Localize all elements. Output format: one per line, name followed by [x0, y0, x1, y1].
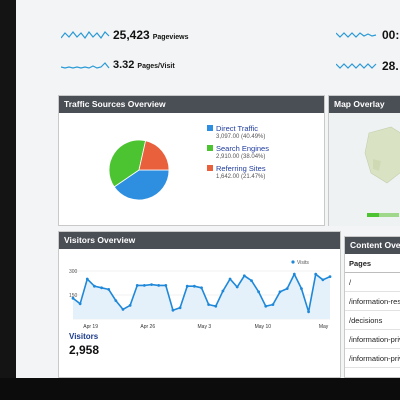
x-tick-label: Apr 19	[83, 324, 98, 330]
referring-sites-swatch	[207, 165, 213, 171]
pages-row[interactable]: /information-priva	[345, 349, 400, 368]
visits-point	[142, 284, 146, 287]
visits-line-chart: 300 150 Apr 19 Apr 26 May 3 May 10 May Visits	[69, 260, 332, 330]
visits-point	[278, 290, 282, 294]
visits-point	[285, 287, 289, 290]
visits-point	[314, 272, 318, 276]
visitors-label: Visitors	[69, 332, 99, 341]
audience-silhouette-area	[0, 378, 400, 400]
referring-sites-name: Referring Sites	[216, 164, 266, 173]
visits-point	[114, 299, 118, 302]
visits-point	[328, 275, 332, 278]
visits-point	[178, 306, 182, 310]
visits-point	[192, 284, 196, 288]
search-engines-name: Search Engines	[216, 144, 269, 153]
visits-point	[85, 277, 89, 281]
visits-point	[121, 308, 125, 311]
visits-point	[307, 310, 310, 314]
visitors-value: 2,958	[69, 343, 100, 357]
visits-point	[128, 304, 132, 307]
visits-point	[164, 284, 168, 287]
visits-point	[242, 274, 246, 278]
pages-row[interactable]: /information-reso	[345, 292, 400, 311]
avg-time-sparkline	[336, 32, 377, 38]
visits-point	[207, 303, 211, 306]
pageviews-metric: 25,423 Pageviews	[113, 28, 189, 42]
visits-point	[93, 284, 96, 288]
x-tick-label: Apr 26	[140, 324, 155, 330]
visits-point	[292, 272, 296, 276]
pages-per-visit-label: Pages/Visit	[137, 63, 175, 70]
bounce-metric: 28.	[382, 59, 399, 73]
bounce-value: 28.	[382, 59, 399, 73]
y-tick-label: 300	[69, 269, 78, 275]
pages-row[interactable]: /	[345, 273, 400, 292]
visits-point	[78, 302, 82, 306]
pageviews-value: 25,423	[113, 28, 150, 42]
visits-point	[171, 308, 175, 312]
pages-header: Pages	[345, 254, 400, 273]
visits-point	[71, 296, 75, 300]
content-overview-panel: Content Overview Pages / /information-re…	[344, 236, 400, 378]
referring-sites-detail: 1,642.00 (21.47%)	[216, 174, 266, 180]
x-tick-label: May 10	[255, 324, 272, 330]
visits-point	[221, 289, 225, 293]
legend-visits-marker	[291, 260, 295, 264]
pages-row[interactable]: /information-priva	[345, 330, 400, 349]
search-engines-detail: 2,910.00 (38.04%)	[216, 154, 266, 160]
pageviews-label: Pageviews	[152, 34, 189, 41]
traffic-sources-title: Traffic Sources Overview	[59, 96, 324, 113]
visits-point	[257, 290, 261, 294]
pages-table: Pages / /information-reso /decisions /in…	[345, 254, 400, 368]
x-tick-label: May	[319, 324, 329, 330]
pages-per-visit-value: 3.32	[113, 59, 135, 71]
visits-point	[228, 277, 232, 281]
legend-search-engines: Search Engines 2,910.00 (38.04%)	[207, 144, 269, 160]
visits-point	[264, 304, 268, 308]
visits-point	[157, 284, 161, 287]
visits-point	[107, 288, 111, 291]
visits-point	[300, 287, 303, 290]
visitors-overview-title: Visitors Overview	[59, 232, 340, 249]
visits-point	[185, 284, 189, 288]
visits-point	[150, 283, 153, 286]
direct-traffic-name: Direct Traffic	[216, 124, 258, 133]
map-overlay-panel: Map Overlay	[328, 95, 400, 226]
legend-direct-traffic: Direct Traffic 3,097.00 (40.49%)	[207, 124, 265, 140]
pageviews-sparkline	[61, 30, 110, 40]
pie-slice-direct-traffic[interactable]	[113, 169, 170, 201]
pie-slice-referring-sites[interactable]	[138, 140, 170, 171]
visits-point	[100, 286, 103, 290]
avg-time-metric: 00:	[382, 28, 399, 42]
direct-traffic-swatch	[207, 125, 213, 131]
pie-slice-search-engines[interactable]	[108, 139, 147, 188]
visits-point	[271, 303, 275, 306]
world-map[interactable]	[329, 113, 400, 226]
traffic-pie-chart	[108, 139, 170, 201]
search-engines-swatch	[207, 145, 213, 151]
visits-point	[200, 286, 203, 290]
legend-referring-sites: Referring Sites 1,642.00 (21.47%)	[207, 164, 266, 180]
direct-traffic-detail: 3,097.00 (40.49%)	[216, 134, 266, 140]
bounce-sparkline	[336, 63, 377, 69]
pages-per-visit-metric: 3.32 Pages/Visit	[113, 59, 175, 71]
pages-row[interactable]: /decisions	[345, 311, 400, 330]
visits-point	[321, 278, 325, 282]
dashboard-screen: 25,423 Pageviews 3.32 Pages/Visit 00: 28. …	[16, 0, 400, 378]
visitors-overview-panel: Visitors Overview 300 150 Apr 19 Apr 26 May …	[58, 231, 341, 378]
legend-visits-label: Visits	[297, 260, 309, 266]
pages-per-visit-sparkline	[61, 62, 110, 69]
visits-point	[250, 279, 253, 282]
y-tick-label: 150	[69, 293, 78, 299]
x-tick-label: May 3	[198, 324, 212, 330]
visits-point	[235, 285, 239, 289]
traffic-sources-panel: Traffic Sources Overview Direct Traffic …	[58, 95, 325, 226]
content-overview-title: Content Overview	[345, 237, 400, 254]
visits-point	[214, 304, 218, 308]
avg-time-value: 00:	[382, 28, 400, 42]
map-overlay-title: Map Overlay	[329, 96, 400, 113]
visits-point	[135, 284, 139, 287]
